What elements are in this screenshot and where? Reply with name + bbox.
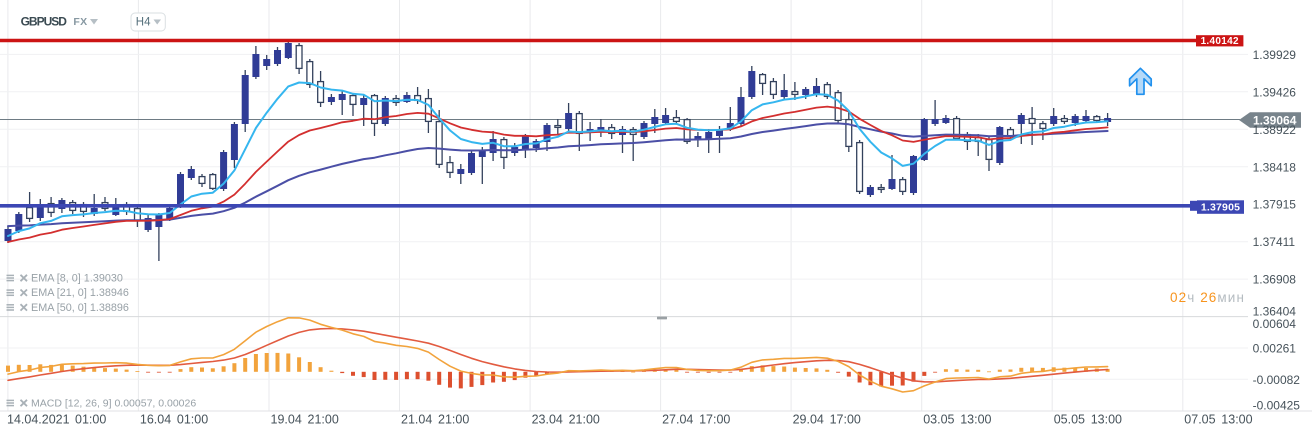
svg-text:21:00: 21:00	[308, 413, 339, 427]
svg-text:13:00: 13:00	[960, 413, 991, 427]
svg-text:07.05: 07.05	[1184, 413, 1215, 427]
svg-text:21.04: 21.04	[401, 413, 432, 427]
svg-text:FX: FX	[73, 16, 87, 28]
svg-text:0.00604: 0.00604	[1253, 317, 1297, 331]
svg-text:1.39064: 1.39064	[1253, 113, 1297, 127]
svg-text:23.04: 23.04	[532, 413, 563, 427]
svg-text:13:00: 13:00	[1091, 413, 1122, 427]
svg-text:-0.00082: -0.00082	[1253, 373, 1301, 387]
svg-text:EMA [21, 0] 1.38946: EMA [21, 0] 1.38946	[31, 287, 129, 299]
svg-text:21:00: 21:00	[569, 413, 600, 427]
svg-text:17:00: 17:00	[699, 413, 730, 427]
svg-text:1.39929: 1.39929	[1253, 48, 1297, 62]
svg-text:13:00: 13:00	[1221, 413, 1252, 427]
svg-text:1.38922: 1.38922	[1253, 123, 1297, 137]
svg-text:29.04: 29.04	[793, 413, 824, 427]
svg-text:0.00261: 0.00261	[1253, 342, 1297, 356]
svg-text:1.39426: 1.39426	[1253, 85, 1297, 99]
svg-text:16.04: 16.04	[140, 413, 171, 427]
svg-text:-0.00425: -0.00425	[1253, 399, 1301, 413]
svg-text:1.37411: 1.37411	[1253, 235, 1296, 249]
svg-text:17:00: 17:00	[830, 413, 861, 427]
svg-text:1.36404: 1.36404	[1253, 305, 1297, 319]
svg-text:01:00: 01:00	[75, 413, 106, 427]
svg-text:02ч 26мин: 02ч 26мин	[1170, 290, 1245, 305]
svg-text:1.40142: 1.40142	[1201, 36, 1239, 47]
svg-text:EMA [50, 0] 1.38896: EMA [50, 0] 1.38896	[31, 302, 129, 314]
svg-text:03.05: 03.05	[923, 413, 954, 427]
svg-text:1.37915: 1.37915	[1253, 198, 1297, 212]
svg-text:19.04: 19.04	[271, 413, 302, 427]
svg-text:1.36908: 1.36908	[1253, 273, 1297, 287]
svg-text:1.38418: 1.38418	[1253, 160, 1297, 174]
svg-text:21:00: 21:00	[438, 413, 469, 427]
svg-text:GBPUSD: GBPUSD	[21, 15, 68, 29]
svg-text:14.04.2021: 14.04.2021	[7, 413, 70, 427]
svg-text:01:00: 01:00	[177, 413, 208, 427]
svg-text:H4: H4	[136, 16, 151, 28]
svg-text:05.05: 05.05	[1054, 413, 1085, 427]
svg-text:MACD [12, 26, 9] 0.00057, 0.00: MACD [12, 26, 9] 0.00057, 0.00026	[31, 398, 196, 410]
svg-text:27.04: 27.04	[662, 413, 693, 427]
svg-text:1.37905: 1.37905	[1201, 202, 1240, 214]
svg-text:EMA [8, 0] 1.39030: EMA [8, 0] 1.39030	[31, 273, 123, 285]
